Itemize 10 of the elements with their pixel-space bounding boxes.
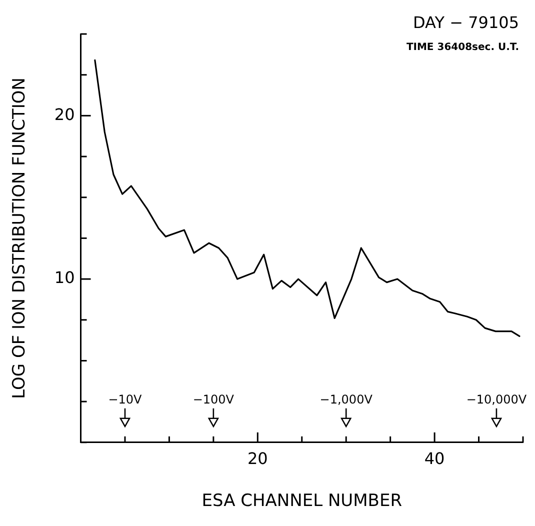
y-axis-title: LOG OF ION DISTRIBUTION FUNCTION — [10, 78, 30, 399]
annotation: TIME 36408sec. U.T. — [406, 42, 519, 53]
x-tick-label: 40 — [424, 449, 445, 468]
y-tick-label: 10 — [54, 268, 75, 288]
x-axis-title: ESA CHANNEL NUMBER — [202, 491, 402, 512]
text: DAY − 79105 — [413, 13, 519, 32]
ref-line-label: −1,000V — [320, 392, 374, 406]
ref-line-label: −100V — [192, 392, 235, 406]
ref-line-label: −10V — [108, 392, 143, 406]
ref-line-label: −10,000V — [466, 392, 528, 406]
